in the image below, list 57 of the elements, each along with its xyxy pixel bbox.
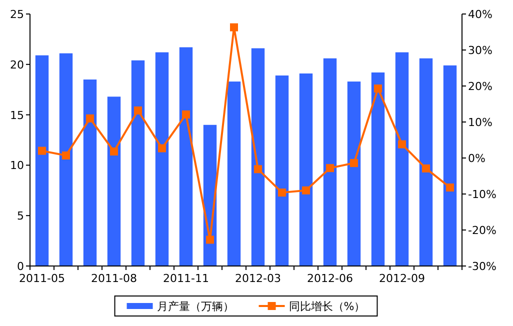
x-tick-label: 2012-03	[235, 272, 281, 285]
bar	[83, 80, 97, 266]
bar	[443, 65, 457, 266]
x-tick-label: 2011-11	[163, 272, 209, 285]
bar	[275, 75, 289, 266]
y-tick-label: 5	[17, 210, 24, 223]
y2-tick-label: -10%	[468, 188, 496, 201]
bar	[323, 58, 337, 266]
bar	[395, 52, 409, 266]
point	[206, 236, 214, 244]
bar	[227, 82, 241, 266]
bar	[347, 82, 361, 266]
point	[326, 164, 334, 172]
y-tick-label: 20	[10, 58, 24, 72]
y-tick-label: 10	[10, 159, 24, 172]
point	[302, 186, 310, 194]
point	[158, 144, 166, 152]
y2-tick-label: 0%	[468, 152, 486, 165]
point	[110, 148, 118, 156]
y-tick-label: 15	[10, 108, 24, 122]
x-tick-label: 2012-09	[379, 272, 425, 285]
y2-tick-label: 40%	[468, 8, 492, 21]
x-tick-label: 2011-08	[91, 272, 137, 285]
y2-tick-label: 30%	[468, 44, 492, 57]
bar	[131, 60, 145, 266]
bar	[419, 58, 433, 266]
point	[86, 114, 94, 122]
y2-tick-label: -20%	[468, 224, 496, 237]
point	[182, 110, 190, 118]
y2-tick-label: -30%	[468, 260, 496, 273]
point	[350, 159, 358, 168]
point	[398, 140, 406, 148]
y-tick-label: 25	[10, 8, 24, 21]
bar	[155, 52, 169, 266]
point	[422, 164, 430, 172]
bar	[299, 73, 313, 266]
bar	[107, 96, 121, 266]
bar	[59, 53, 73, 266]
y-tick-label: 0	[17, 260, 24, 273]
point	[38, 146, 46, 155]
bar	[35, 55, 49, 266]
point	[62, 151, 70, 160]
point	[230, 23, 238, 32]
point	[254, 165, 262, 174]
x-tick-label: 2011-05	[19, 272, 65, 285]
y2-tick-label: 20%	[468, 80, 492, 93]
legend-label: 同比增长（%）	[288, 300, 366, 313]
point	[278, 188, 286, 197]
point	[446, 184, 454, 192]
x-tick-label: 2012-06	[307, 272, 353, 285]
bar	[371, 72, 385, 266]
y2-tick-label: 10%	[468, 116, 492, 129]
point	[134, 106, 142, 114]
bar	[251, 48, 265, 266]
point	[374, 84, 382, 93]
bar	[179, 47, 193, 266]
legend-label: 月产量（万辆）	[156, 300, 234, 313]
